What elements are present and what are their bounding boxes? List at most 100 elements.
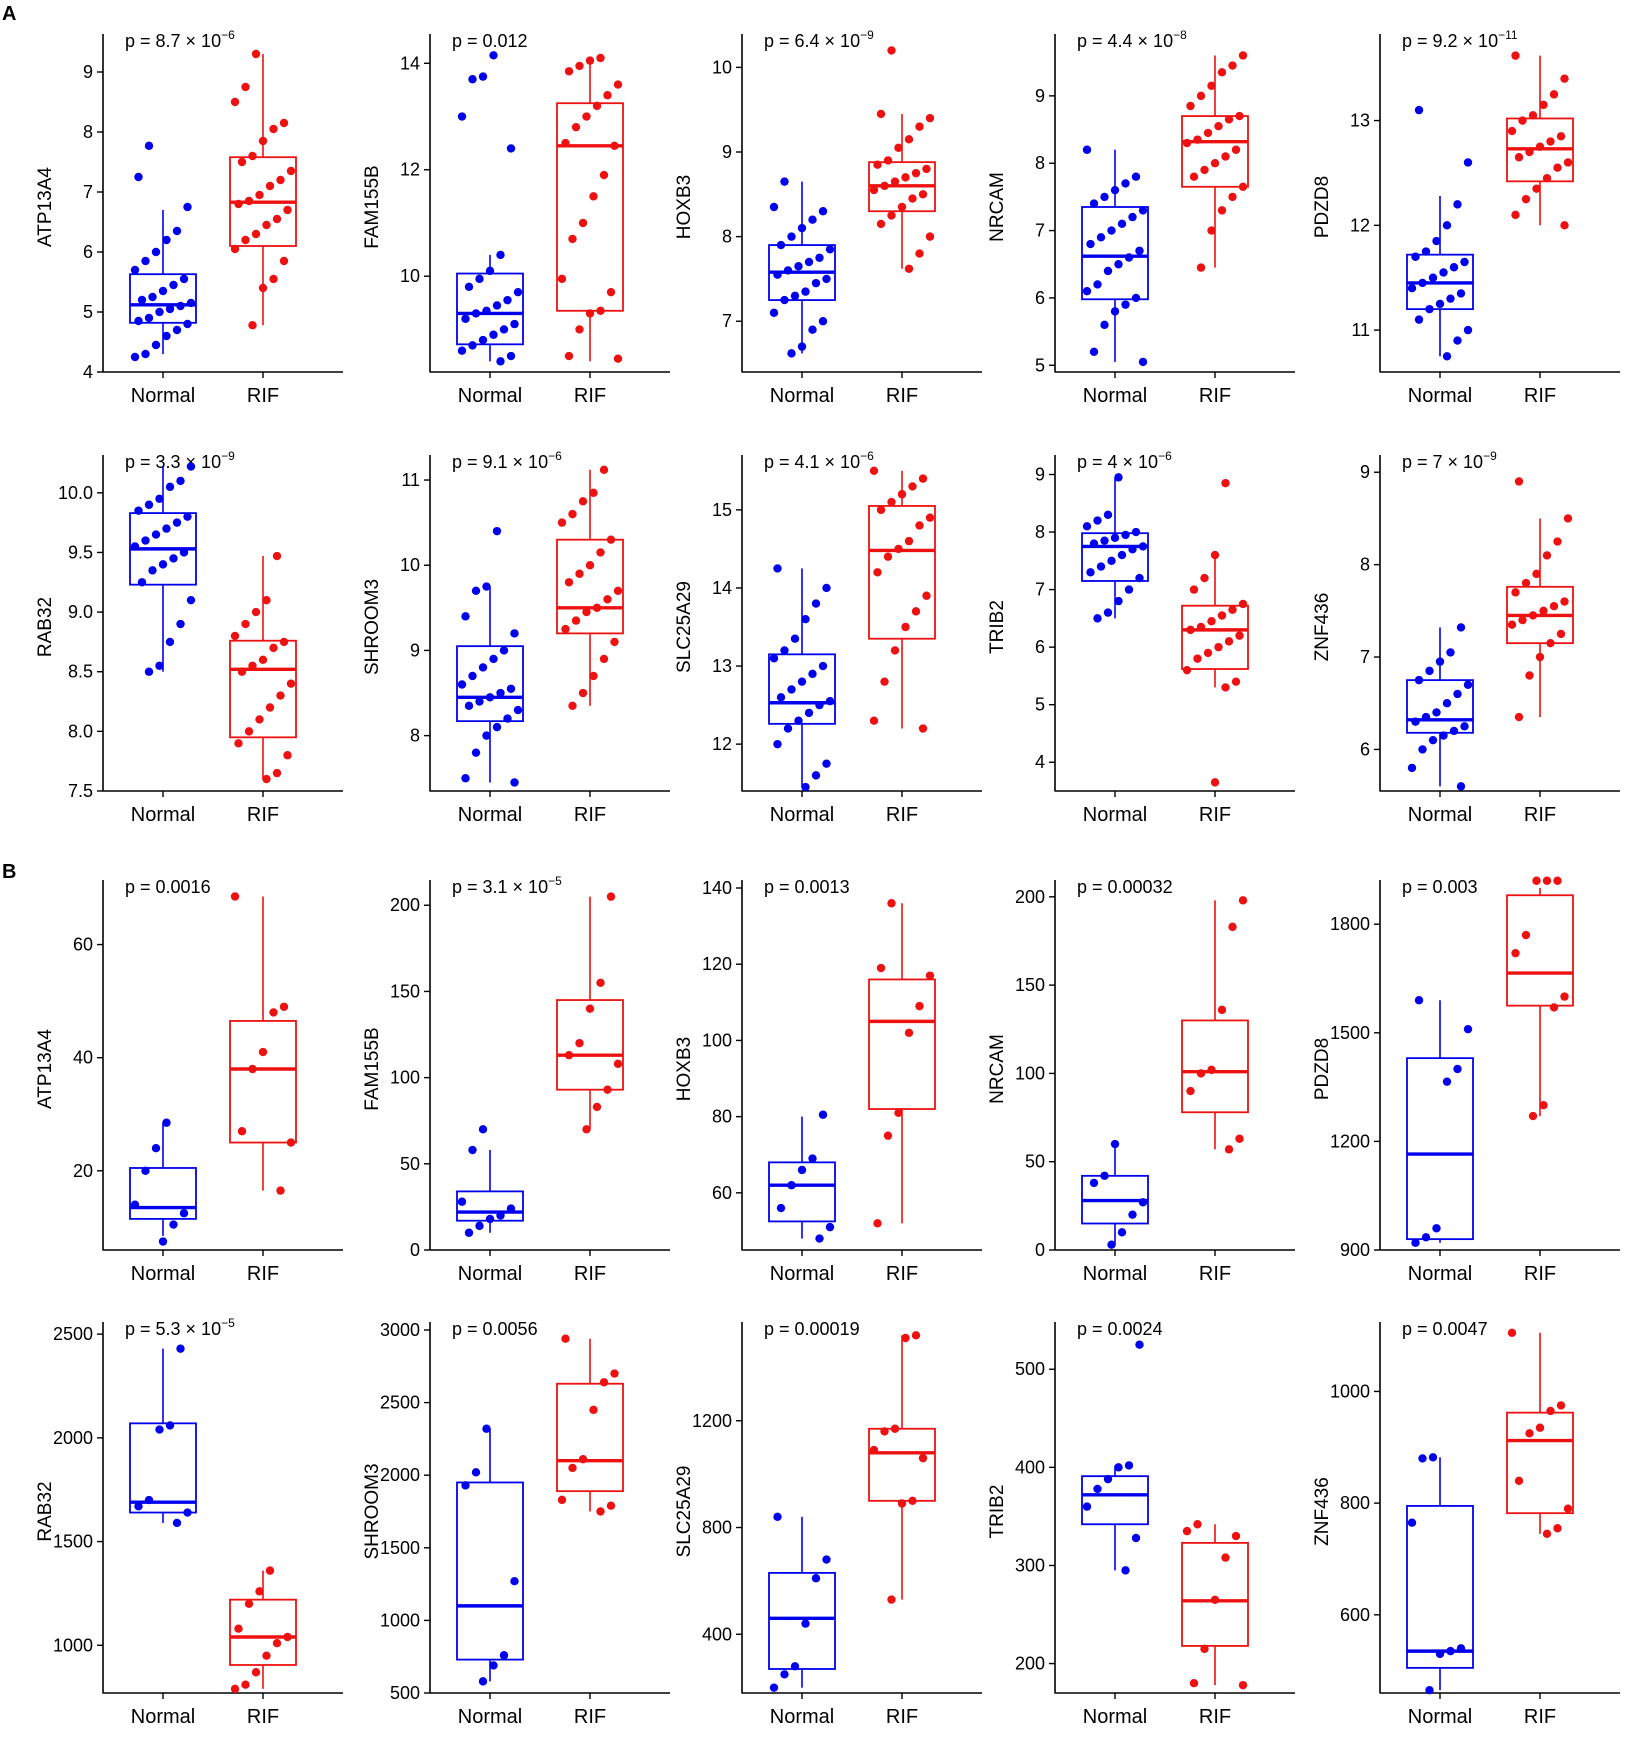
data-point-rif xyxy=(265,181,275,191)
box-normal xyxy=(768,177,836,358)
data-point-normal xyxy=(1103,510,1113,519)
p-value-label: p = 0.003 xyxy=(1402,877,1478,897)
data-point-rif xyxy=(599,170,609,180)
data-point-rif xyxy=(561,1334,570,1343)
data-point-normal xyxy=(176,301,185,311)
data-point-normal xyxy=(151,1143,161,1153)
data-point-normal xyxy=(1418,278,1427,288)
data-point-rif xyxy=(589,671,598,681)
data-point-normal xyxy=(176,476,185,486)
data-point-normal xyxy=(1414,996,1424,1005)
p-value-label: p = 0.0016 xyxy=(125,877,211,897)
data-point-normal xyxy=(134,316,143,326)
data-point-normal xyxy=(457,1197,467,1206)
data-point-normal xyxy=(179,548,189,557)
data-point-rif xyxy=(1238,1680,1248,1690)
data-point-normal xyxy=(822,1555,831,1564)
data-point-normal xyxy=(471,309,481,318)
y-tick-label: 7 xyxy=(722,311,732,331)
data-point-rif xyxy=(589,192,598,201)
data-point-rif xyxy=(244,196,254,206)
data-point-rif xyxy=(237,667,247,676)
data-point-rif xyxy=(894,544,903,554)
data-point-normal xyxy=(1435,299,1445,309)
data-point-normal xyxy=(811,771,821,780)
data-point-rif xyxy=(241,235,250,245)
data-point-rif xyxy=(1542,173,1552,183)
data-point-normal xyxy=(130,1200,140,1209)
y-axis-label: SLC25A29 xyxy=(674,1466,695,1558)
y-tick-label: 15 xyxy=(712,500,732,520)
data-point-rif xyxy=(248,321,257,330)
y-tick-label: 9 xyxy=(1360,462,1370,482)
data-point-normal xyxy=(1411,717,1420,726)
data-point-rif xyxy=(230,1684,240,1694)
data-point-rif xyxy=(869,466,879,476)
y-tick-label: 0 xyxy=(1035,1240,1045,1260)
data-point-normal xyxy=(811,599,821,608)
y-tick-label: 9 xyxy=(410,640,420,660)
box-normal xyxy=(456,526,524,787)
y-tick-label: 7 xyxy=(1035,221,1045,241)
y-axis-label: NRCAM xyxy=(987,1034,1008,1104)
data-point-normal xyxy=(155,661,164,670)
data-point-normal xyxy=(825,245,835,254)
data-point-rif xyxy=(1507,620,1517,629)
data-point-rif xyxy=(286,679,296,688)
data-point-rif xyxy=(276,175,285,185)
box-rif xyxy=(229,551,297,784)
p-value-label: p = 0.00032 xyxy=(1077,877,1173,897)
data-point-normal xyxy=(794,262,803,271)
y-tick-label: 5 xyxy=(1035,355,1045,375)
data-point-normal xyxy=(503,714,512,723)
data-point-rif xyxy=(883,156,893,165)
x-category-label: RIF xyxy=(1524,1263,1556,1285)
x-category-label: Normal xyxy=(1408,385,1472,407)
y-tick-label: 10 xyxy=(400,266,420,286)
data-point-normal xyxy=(769,202,779,212)
data-point-normal xyxy=(1131,172,1141,181)
data-point-normal xyxy=(478,72,488,81)
data-point-normal xyxy=(162,1118,171,1127)
data-point-rif xyxy=(925,113,935,123)
data-point-normal xyxy=(1117,550,1127,560)
y-axis-label: SHROOM3 xyxy=(362,579,383,675)
data-point-rif xyxy=(1235,111,1244,121)
data-point-normal xyxy=(1107,556,1116,566)
y-tick-label: 0 xyxy=(410,1240,420,1260)
data-point-normal xyxy=(1421,247,1431,256)
box-rif xyxy=(1181,51,1249,272)
y-tick-label: 7 xyxy=(1360,647,1370,667)
data-point-normal xyxy=(1082,522,1092,531)
x-category-label: Normal xyxy=(1083,1263,1147,1285)
data-point-normal xyxy=(496,357,505,366)
data-point-normal xyxy=(1135,1340,1144,1349)
box-normal xyxy=(1406,996,1474,1247)
y-axis-label: RAB32 xyxy=(35,1481,56,1541)
box-rif xyxy=(868,899,936,1228)
x-category-label: RIF xyxy=(1199,1263,1231,1285)
data-point-rif xyxy=(589,1405,598,1415)
data-point-normal xyxy=(790,1662,800,1671)
data-point-normal xyxy=(165,637,175,647)
data-point-rif xyxy=(1525,147,1534,157)
data-point-rif xyxy=(269,124,278,134)
x-category-label: RIF xyxy=(574,385,606,407)
data-point-rif xyxy=(283,205,292,215)
data-point-rif xyxy=(575,325,584,334)
y-tick-label: 8 xyxy=(722,227,732,247)
data-point-rif xyxy=(1235,1134,1244,1143)
data-point-rif xyxy=(1546,137,1555,146)
data-point-rif xyxy=(1518,116,1527,125)
data-point-normal xyxy=(1082,145,1092,154)
data-point-rif xyxy=(1189,585,1199,594)
data-point-rif xyxy=(564,578,574,587)
data-point-rif xyxy=(1549,1003,1559,1012)
data-point-normal xyxy=(818,317,828,326)
y-tick-label: 10 xyxy=(400,555,420,575)
boxplot-a-nrcam: 5 6 7 8 9 NRCAM Normal RIF p = 4.4 × 10−8 xyxy=(987,28,1295,407)
data-point-rif xyxy=(890,177,900,186)
data-point-rif xyxy=(568,234,577,244)
x-category-label: Normal xyxy=(1408,1706,1472,1728)
data-point-normal xyxy=(822,759,831,768)
